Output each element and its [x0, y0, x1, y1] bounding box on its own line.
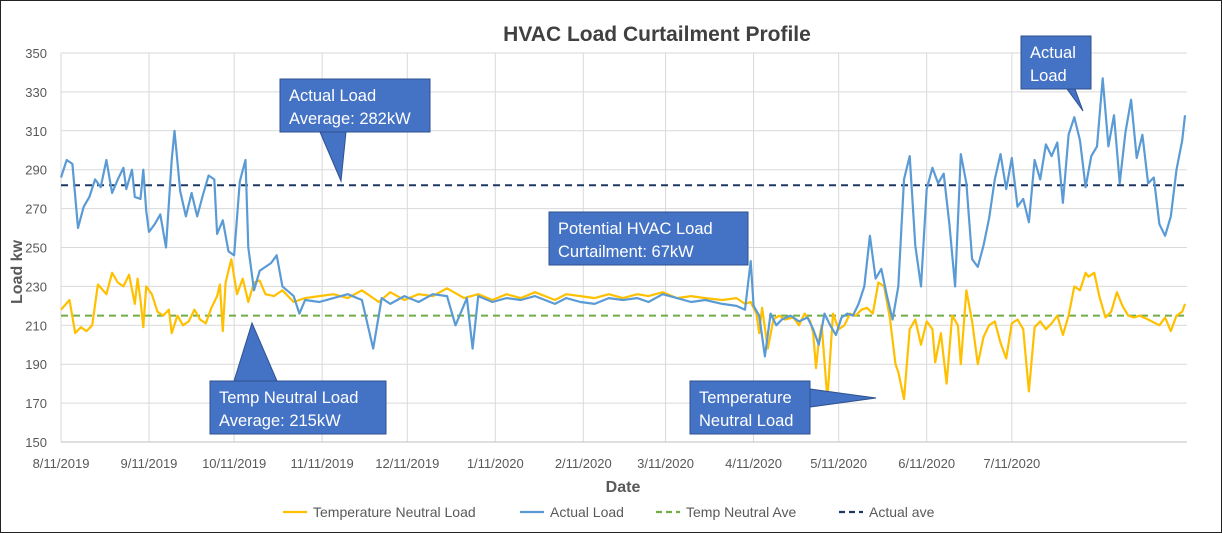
series-line-actual-load: [59, 77, 1187, 358]
callout-pointer: [319, 131, 347, 183]
x-tick-label: 9/11/2019: [121, 456, 178, 471]
callout-box: [209, 380, 387, 435]
callout-pointer: [809, 388, 877, 408]
legend-label: Actual Load: [550, 504, 624, 520]
y-axis-ticks: 150 170 190 210 230 250 270 290 310 330 350: [25, 46, 47, 450]
x-tick-label: 5/11/2020: [810, 456, 867, 471]
callout-text: Actual: [1030, 44, 1076, 62]
legend-item-actual-ave: Actual ave: [839, 504, 935, 520]
y-tick-label: 170: [25, 396, 47, 411]
y-tick-label: 230: [25, 279, 47, 294]
y-tick-label: 270: [25, 202, 47, 217]
y-tick-label: 150: [25, 435, 47, 450]
y-axis-label: Load kw: [9, 239, 26, 304]
callout-pointer: [233, 321, 278, 382]
chart-title: HVAC Load Curtailment Profile: [503, 23, 811, 46]
x-tick-label: 2/11/2020: [555, 456, 612, 471]
y-tick-label: 250: [25, 241, 47, 256]
legend-item-temp-neutral-ave: Temp Neutral Ave: [656, 504, 796, 520]
x-axis-ticks: 8/11/2019 9/11/2019 10/11/2019 11/11/2019 12…: [33, 456, 1041, 471]
y-tick-label: 350: [25, 46, 47, 61]
x-tick-label: 4/11/2020: [725, 456, 782, 471]
callout-box: [548, 211, 749, 266]
callout-text: Neutral Load: [699, 412, 793, 430]
callout-actual-load: Actual Load: [1020, 35, 1092, 112]
callout-text: Average: 215kW: [219, 412, 341, 430]
y-tick-label: 330: [25, 85, 47, 100]
x-tick-label: 7/11/2020: [983, 456, 1040, 471]
legend-item-actual-load: Actual Load: [520, 504, 624, 520]
y-tick-label: 310: [25, 124, 47, 139]
x-tick-label: 12/11/2019: [375, 456, 439, 471]
x-tick-label: 8/11/2019: [33, 456, 90, 471]
callout-text: Temperature: [699, 389, 792, 407]
series-group: [59, 77, 1187, 401]
callout-text: Temp Neutral Load: [219, 389, 358, 407]
legend-item-temperature-neutral-load: Temperature Neutral Load: [283, 504, 476, 520]
x-tick-label: 11/11/2019: [291, 456, 354, 471]
callout-potential-curtailment: Potential HVAC Load Curtailment: 67kW: [548, 211, 749, 266]
callout-text: Load: [1030, 67, 1067, 85]
callout-text: Curtailment: 67kW: [558, 243, 694, 261]
callout-temperature-neutral-load: Temperature Neutral Load: [689, 380, 877, 435]
callout-text: Actual Load: [289, 87, 376, 105]
series-line-temperature-neutral-load: [60, 258, 1187, 401]
x-axis-label: Date: [606, 479, 641, 496]
legend-label: Actual ave: [869, 504, 935, 520]
legend-label: Temp Neutral Ave: [686, 504, 796, 520]
callout-box: [1020, 35, 1092, 90]
y-tick-label: 190: [25, 357, 47, 372]
callout-box: [279, 78, 431, 133]
y-tick-label: 290: [25, 163, 47, 178]
x-tick-label: 1/11/2020: [467, 456, 524, 471]
callout-temp-neutral-average: Temp Neutral Load Average: 215kW: [209, 321, 387, 435]
callout-text: Average: 282kW: [289, 110, 411, 128]
legend-label: Temperature Neutral Load: [313, 504, 476, 520]
y-tick-label: 210: [25, 318, 47, 333]
x-tick-label: 10/11/2019: [202, 456, 266, 471]
x-tick-label: 3/11/2020: [637, 456, 694, 471]
callout-actual-load-average: Actual Load Average: 282kW: [279, 78, 431, 183]
callout-text: Potential HVAC Load: [558, 220, 713, 238]
x-tick-label: 6/11/2020: [898, 456, 955, 471]
legend: Temperature Neutral Load Actual Load Temp …: [283, 504, 935, 520]
callouts: Actual Load Average: 282kW Temp Neutral Lo…: [209, 35, 1092, 435]
callout-box: [689, 380, 811, 435]
